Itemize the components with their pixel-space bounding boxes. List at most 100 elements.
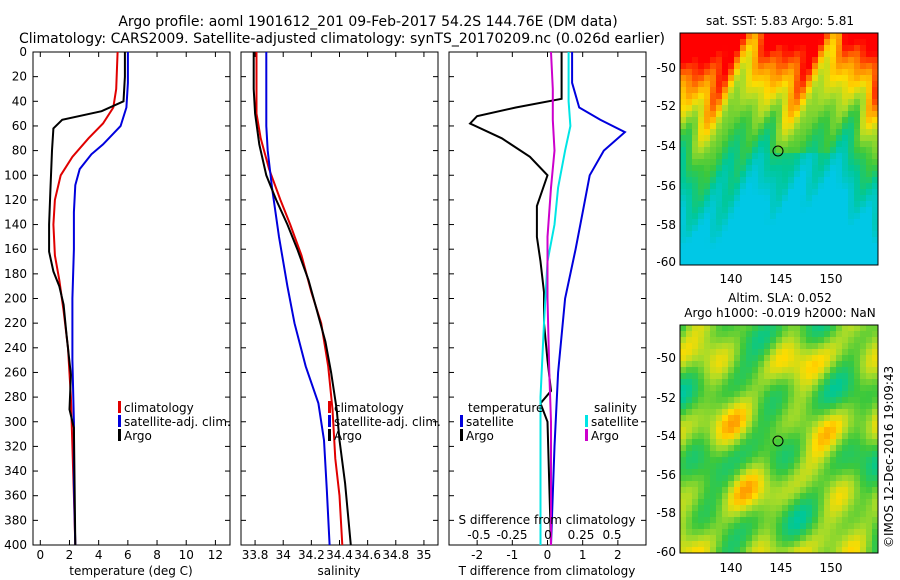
map-cell xyxy=(740,117,747,124)
map-cell xyxy=(770,415,777,422)
map-cell xyxy=(740,403,747,410)
map-cell xyxy=(824,547,831,553)
map-cell xyxy=(836,219,843,226)
map-cell xyxy=(788,75,795,82)
map-cell xyxy=(812,463,819,470)
map-cell xyxy=(776,45,783,52)
map-cell xyxy=(692,39,699,46)
map-cell xyxy=(788,469,795,476)
map-cell xyxy=(752,511,759,518)
map-cell xyxy=(794,457,801,464)
map-cell xyxy=(680,201,687,208)
map-cell xyxy=(758,331,765,338)
map-cell xyxy=(872,475,878,482)
map-cell xyxy=(806,189,813,196)
map-cell xyxy=(818,243,825,250)
map-cell xyxy=(692,219,699,226)
salinity-legend: climatology satellite-adj. clim. Argo xyxy=(328,401,441,443)
map-cell xyxy=(752,123,759,130)
map-cell xyxy=(866,493,873,500)
map-cell xyxy=(710,171,717,178)
map-cell xyxy=(806,225,813,232)
map-cell xyxy=(872,547,878,553)
map-cell xyxy=(824,243,831,250)
map-cell xyxy=(782,451,789,458)
map-cell xyxy=(716,541,723,548)
map-cell xyxy=(734,475,741,482)
map-cell xyxy=(740,207,747,214)
map-cell xyxy=(836,129,843,136)
map-cell xyxy=(824,325,831,332)
map-cell xyxy=(806,51,813,58)
map-cell xyxy=(818,69,825,76)
map-cell xyxy=(758,147,765,154)
map-cell xyxy=(680,445,687,452)
map-cell xyxy=(788,535,795,542)
map-cell xyxy=(842,535,849,542)
map-cell xyxy=(740,135,747,142)
map-cell xyxy=(740,231,747,238)
map-cell xyxy=(734,451,741,458)
map-cell xyxy=(830,433,837,440)
map-cell xyxy=(830,45,837,52)
map-cell xyxy=(824,343,831,350)
map-cell xyxy=(788,147,795,154)
map-cell xyxy=(848,111,855,118)
map-cell xyxy=(686,147,693,154)
map-cell xyxy=(770,457,777,464)
map-cell xyxy=(692,111,699,118)
map-cell xyxy=(842,153,849,160)
map-cell xyxy=(722,249,729,256)
map-cell xyxy=(686,33,693,40)
map-cell xyxy=(758,511,765,518)
map-cell xyxy=(824,141,831,148)
map-cell xyxy=(734,171,741,178)
map-cell xyxy=(680,117,687,124)
map-cell xyxy=(686,331,693,338)
map-cell xyxy=(824,493,831,500)
map-cell xyxy=(866,219,873,226)
map-x-tick: 140 xyxy=(720,561,743,575)
map-cell xyxy=(872,135,878,142)
map-cell xyxy=(758,93,765,100)
map-cell xyxy=(830,337,837,344)
map-cell xyxy=(740,99,747,106)
map-cell xyxy=(764,39,771,46)
map-cell xyxy=(692,63,699,70)
map-cell xyxy=(722,63,729,70)
map-cell xyxy=(716,213,723,220)
y-tick-label: 200 xyxy=(4,292,27,306)
map-cell xyxy=(698,231,705,238)
map-cell xyxy=(818,409,825,416)
map-cell xyxy=(800,153,807,160)
map-cell xyxy=(788,367,795,374)
map-cell xyxy=(770,135,777,142)
map-cell xyxy=(764,237,771,244)
map-cell xyxy=(860,75,867,82)
map-cell xyxy=(806,535,813,542)
map-cell xyxy=(824,249,831,256)
map-cell xyxy=(722,147,729,154)
map-cell xyxy=(806,499,813,506)
map-cell xyxy=(836,147,843,154)
map-cell xyxy=(704,51,711,58)
map-cell xyxy=(770,69,777,76)
map-cell xyxy=(716,51,723,58)
map-cell xyxy=(842,243,849,250)
map-cell xyxy=(842,57,849,64)
map-cell xyxy=(872,33,878,40)
legend-label-t-argo: Argo xyxy=(466,429,494,443)
map-cell xyxy=(824,75,831,82)
map-cell xyxy=(866,337,873,344)
map-cell xyxy=(860,201,867,208)
map-cell xyxy=(752,487,759,494)
map-cell xyxy=(788,177,795,184)
map-cell xyxy=(788,397,795,404)
map-cell xyxy=(800,517,807,524)
map-cell xyxy=(854,349,861,356)
map-cell xyxy=(806,463,813,470)
map-cell xyxy=(686,243,693,250)
map-cell xyxy=(872,397,878,404)
map-cell xyxy=(830,147,837,154)
map-cell xyxy=(710,249,717,256)
